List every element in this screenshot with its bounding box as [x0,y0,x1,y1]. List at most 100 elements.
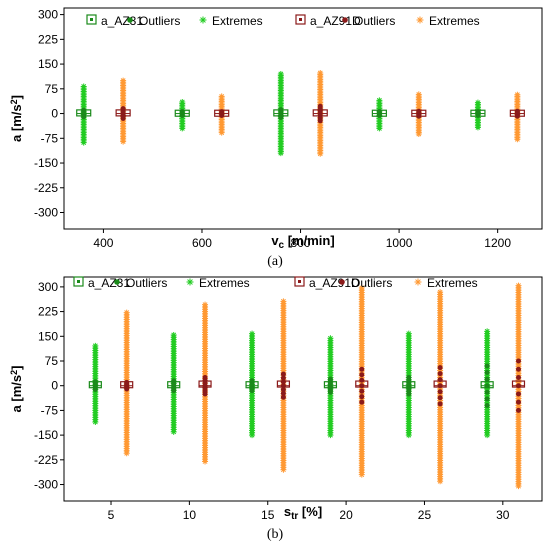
extreme-point [218,93,225,100]
plot-frame [63,7,543,230]
extreme-point [514,91,521,98]
y-tick-label: -300 [34,206,58,220]
legend-item-3: a_AZ91D [294,276,360,290]
x-tick-label: 5 [108,508,115,522]
box-group [480,328,494,439]
outlier-point [359,377,365,383]
x-axis-label-sub: c [279,240,285,251]
panel-a: 300 225 150 75 0 -75 -150 -225 -300 400 600 800 1000… [9,7,543,269]
x-tick-label: 25 [418,508,432,522]
box-group [76,83,92,146]
series-a_AZ91D [115,69,525,157]
extreme-point [202,301,209,308]
y-tick-label: -75 [41,131,59,145]
legend-box-icon [73,276,84,287]
box-group [273,70,289,157]
outlier-point [202,374,208,380]
outlier-point [515,358,521,364]
outlier-point [437,401,443,407]
box [115,109,131,117]
extreme-point [317,69,324,76]
legend-item-0: a_AZ31 [86,14,143,28]
x-tick-label: 1200 [484,236,511,250]
outlier-point [484,402,490,408]
outlier-point [437,395,443,401]
box-group [511,282,526,490]
box-group [371,97,387,132]
outlier-point [515,374,521,380]
panel-b: 300 225 150 75 0 -75 -150 -225 -300 5 10 15 20 25 30 a_… [9,276,543,542]
box-group [88,342,102,425]
outlier-point [484,389,490,395]
box [245,381,259,389]
legend-label: Extremes [429,14,480,28]
series-a_AZ91D [120,282,526,490]
y-tick-label: -225 [34,453,58,467]
y-tick-label: 75 [45,354,59,368]
outlier-point [280,390,286,396]
outlier-point [280,375,286,381]
legend-star-icon [199,16,207,24]
outlier-point [327,376,333,382]
legend-label: a_AZ91D [310,14,361,28]
extreme-point [358,284,365,291]
y-tick-label: -75 [41,403,59,417]
subfigure-label: (a) [267,254,283,269]
legend-label: Extremes [427,276,478,290]
legend-box-fill [298,280,301,283]
outlier-point [437,371,443,377]
legend-item-4: Outliers [339,276,392,290]
legend-item-5: Extremes [414,276,478,290]
box [355,380,369,388]
box-group [509,91,525,143]
y-tick-label: 225 [38,305,58,319]
x-axis-label: str [%] [284,504,322,522]
outlier-point [484,376,490,382]
series-a_AZ31 [76,70,486,157]
x-tick-label: 10 [183,508,197,522]
box-group [167,331,181,435]
y-tick-label: 300 [38,280,58,294]
legend-box-icon [295,14,306,25]
box [120,381,134,389]
x-tick-label: 15 [261,508,275,522]
y-axis-label-sup: 2 [9,99,19,104]
legend-label: Extremes [212,14,263,28]
legend-box-fill [77,280,80,283]
legend-label: Outliers [351,276,392,290]
outlier-point [359,388,365,394]
extreme-point [80,83,87,90]
y-axis-label-base: a [m/s [9,104,24,142]
x-axis-label-unit: [%] [298,504,322,519]
legend-label: Extremes [199,276,250,290]
box [88,381,102,389]
plot-frame [63,276,543,502]
x-tick-label: 20 [339,508,353,522]
legend-label: Outliers [139,14,180,28]
outlier-point [484,370,490,376]
box-group [470,99,486,131]
legend-box-icon [294,276,305,287]
outlier-point [317,103,323,109]
legend-label: Outliers [126,276,167,290]
extreme-point [92,342,99,349]
legend-label: a_AZ31 [101,14,143,28]
outlier-point [359,372,365,378]
y-axis-label: a [m/s2] [9,366,24,413]
outlier-point [359,394,365,400]
extreme-point [249,330,256,337]
x-tick-label: 400 [93,236,113,250]
box-group [174,99,190,132]
x-tick-label: 600 [192,236,212,250]
outlier-point [359,366,365,372]
outlier-point [124,379,130,385]
box-group [245,330,259,439]
legend-star-icon [416,16,424,24]
x-axis-label: vc [m/min] [271,233,334,251]
box [76,109,92,117]
box-group [115,77,131,145]
